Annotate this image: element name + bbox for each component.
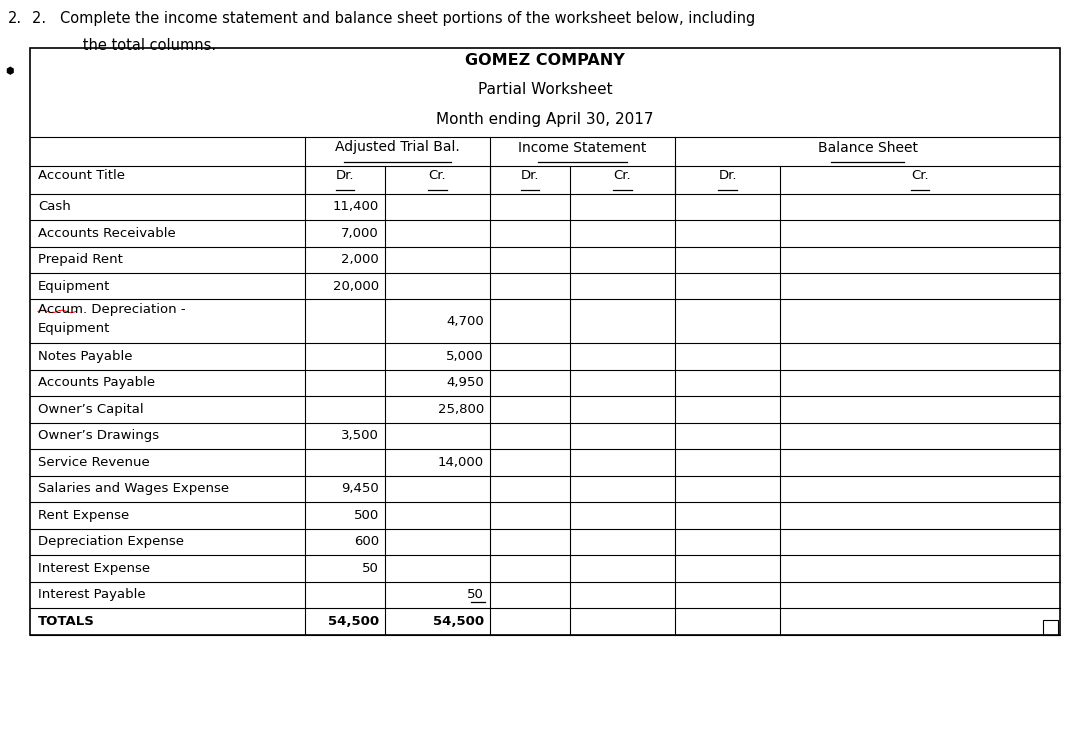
Text: Dr.: Dr. (719, 169, 737, 182)
Text: Owner’s Capital: Owner’s Capital (38, 403, 143, 416)
Text: 600: 600 (353, 536, 379, 548)
Text: 7,000: 7,000 (341, 226, 379, 240)
Text: 54,500: 54,500 (433, 615, 483, 628)
Text: 4,700: 4,700 (447, 315, 483, 328)
Text: 2.: 2. (8, 11, 22, 26)
Text: 9,450: 9,450 (341, 482, 379, 496)
Text: Cash: Cash (38, 200, 70, 213)
Text: Accum. Depreciation -: Accum. Depreciation - (38, 303, 185, 317)
Text: 54,500: 54,500 (327, 615, 379, 628)
Text: ⬢: ⬢ (5, 66, 13, 76)
Text: Owner’s Drawings: Owner’s Drawings (38, 430, 159, 443)
Text: Accounts Payable: Accounts Payable (38, 377, 155, 389)
Text: Income Statement: Income Statement (518, 141, 647, 155)
Text: 2.   Complete the income statement and balance sheet portions of the worksheet b: 2. Complete the income statement and bal… (33, 11, 756, 26)
Text: the total columns.: the total columns. (55, 38, 216, 53)
Bar (30, 48, 1060, 635)
Text: 500: 500 (353, 509, 379, 522)
Text: Equipment: Equipment (38, 322, 111, 335)
Text: Partial Worksheet: Partial Worksheet (478, 83, 612, 97)
Text: 50: 50 (362, 562, 379, 575)
Text: Dr.: Dr. (336, 169, 354, 182)
Text: 25,800: 25,800 (438, 403, 483, 416)
Text: Cr.: Cr. (428, 169, 447, 182)
Text: Notes Payable: Notes Payable (38, 350, 132, 363)
Text: 14,000: 14,000 (438, 456, 483, 469)
Bar (1043, 620, 1058, 636)
Text: GOMEZ COMPANY: GOMEZ COMPANY (465, 53, 624, 68)
Text: 50: 50 (467, 589, 483, 602)
Text: Adjusted Trial Bal.: Adjusted Trial Bal. (335, 141, 460, 155)
Text: Accounts Receivable: Accounts Receivable (38, 226, 176, 240)
Text: Prepaid Rent: Prepaid Rent (38, 253, 122, 266)
Text: Service Revenue: Service Revenue (38, 456, 150, 469)
Text: 11,400: 11,400 (333, 200, 379, 213)
Text: 5,000: 5,000 (447, 350, 483, 363)
Text: Interest Expense: Interest Expense (38, 562, 150, 575)
Text: Balance Sheet: Balance Sheet (817, 141, 917, 155)
Text: Interest Payable: Interest Payable (38, 589, 145, 602)
Text: Rent Expense: Rent Expense (38, 509, 129, 522)
Text: Account Title: Account Title (38, 169, 125, 182)
Text: Equipment: Equipment (38, 280, 111, 292)
Text: Month ending April 30, 2017: Month ending April 30, 2017 (436, 112, 654, 127)
Text: 20,000: 20,000 (333, 280, 379, 292)
Text: Cr.: Cr. (912, 169, 929, 182)
Text: Dr.: Dr. (520, 169, 539, 182)
Text: 4,950: 4,950 (447, 377, 483, 389)
Text: Depreciation Expense: Depreciation Expense (38, 536, 184, 548)
Text: TOTALS: TOTALS (38, 615, 95, 628)
Text: Salaries and Wages Expense: Salaries and Wages Expense (38, 482, 229, 496)
Text: 3,500: 3,500 (341, 430, 379, 443)
Text: Cr.: Cr. (614, 169, 631, 182)
Text: 2,000: 2,000 (341, 253, 379, 266)
